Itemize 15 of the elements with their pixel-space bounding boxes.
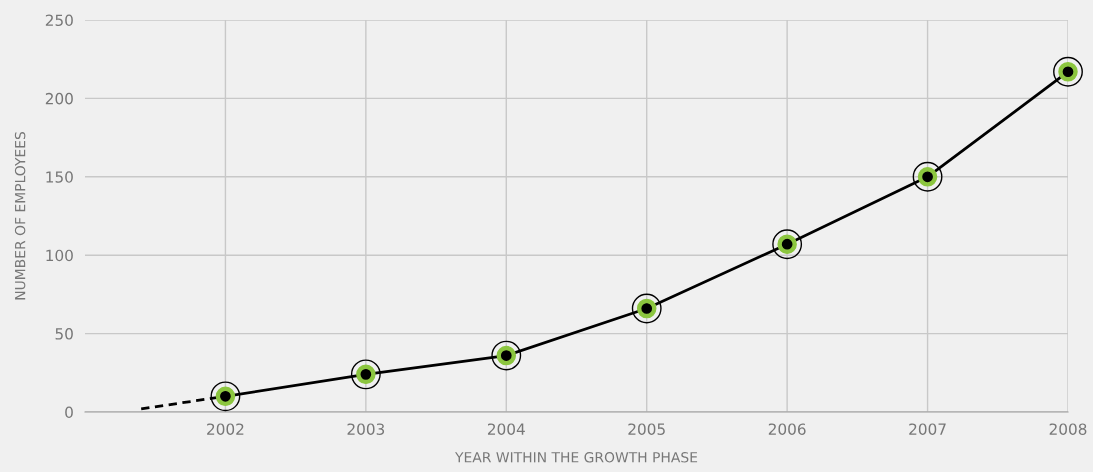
x-tick-label: 2004: [487, 423, 525, 435]
x-tick-label: 2006: [768, 423, 806, 435]
y-tick-label: 150: [46, 171, 73, 183]
y-tick-label: 250: [45, 14, 73, 27]
y-tick-label: 200: [45, 92, 73, 105]
y-tick-label: 100: [46, 249, 73, 262]
x-axis-title: YEAR WITHIN THE GROWTH PHASE: [455, 452, 698, 463]
y-axis-title: NUMBER OF EMPLOYEES: [14, 131, 26, 300]
x-tick-label: 2002: [207, 423, 244, 435]
y-tick-label: 50: [55, 328, 73, 340]
x-tick-label: 2005: [628, 423, 665, 435]
x-tick-label: 2008: [1049, 423, 1087, 435]
y-tick-label: 0: [65, 406, 73, 419]
x-tick-label: 2003: [347, 423, 385, 435]
x-tick-label: 2007: [909, 423, 946, 435]
